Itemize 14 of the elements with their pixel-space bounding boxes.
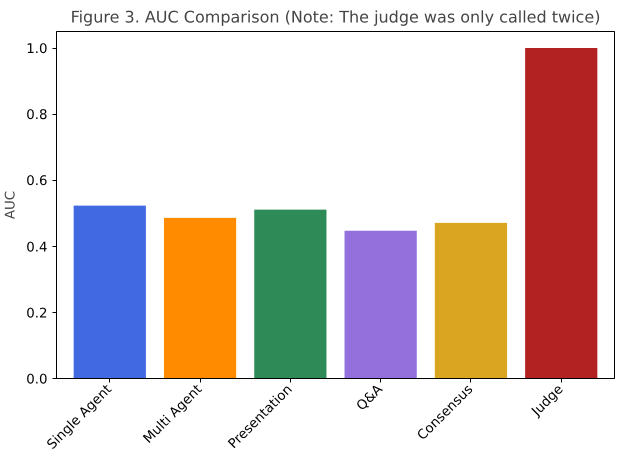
y-tick-label: 1.0 — [26, 42, 48, 58]
y-tick-label: 0.0 — [26, 372, 48, 388]
bar — [74, 206, 146, 378]
y-tick-label: 0.6 — [26, 174, 48, 190]
bar — [164, 218, 236, 378]
y-tick-label: 0.2 — [26, 306, 48, 322]
chart-title: Figure 3. AUC Comparison (Note: The judge was only called twice) — [70, 8, 600, 26]
bar — [434, 222, 508, 378]
bar — [525, 48, 598, 378]
y-tick-label: 0.8 — [26, 108, 48, 124]
y-tick-label: 0.4 — [26, 240, 48, 256]
bar — [254, 210, 326, 378]
y-axis-title: AUC — [3, 190, 18, 220]
bar — [344, 230, 417, 378]
